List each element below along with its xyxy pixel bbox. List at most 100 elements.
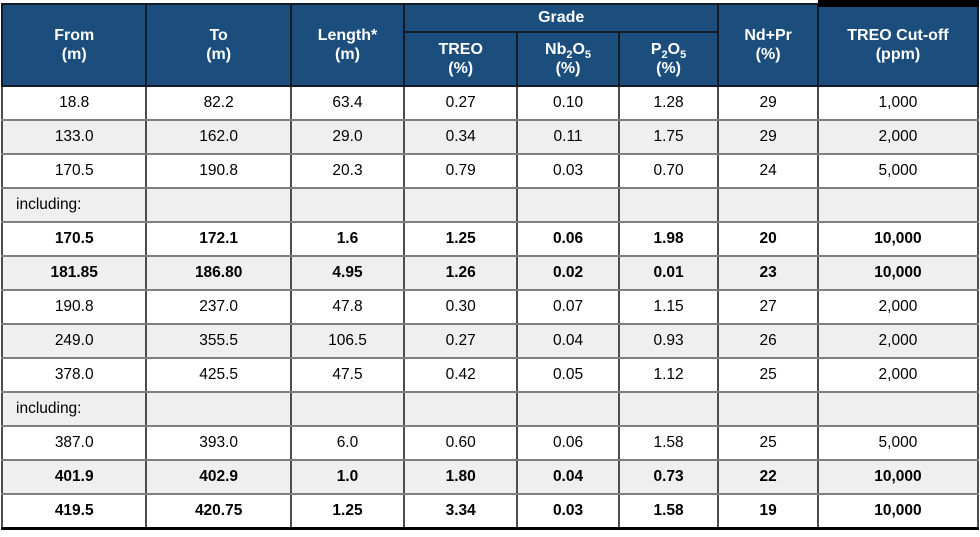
cell-ndpr: 25 [717, 357, 819, 393]
cell-length: 20.3 [289, 153, 406, 189]
cell-p2o5: 0.01 [617, 255, 720, 291]
cell-to: 393.0 [145, 425, 292, 461]
cell-to [145, 187, 292, 223]
cell-p2o5: 1.15 [617, 289, 720, 325]
col-header-ndpr: Nd+Pr (%) [717, 3, 819, 87]
cell-to: 162.0 [145, 119, 292, 155]
cell-from: 170.5 [0, 221, 148, 257]
cell-treo: 0.79 [403, 153, 519, 189]
cell-ndpr: 29 [717, 85, 819, 121]
cell-length: 1.6 [289, 221, 406, 257]
cell-nb2o5: 0.02 [516, 255, 620, 291]
cell-nb2o5: 0.06 [516, 425, 620, 461]
col-header-p2o5-line2: (%) [656, 60, 681, 77]
col-header-treo-line2: (%) [448, 60, 474, 77]
cell-nb2o5: 0.04 [516, 459, 620, 495]
cell-cutoff: 10,000 [816, 459, 980, 495]
cell-to: 237.0 [145, 289, 292, 325]
table-row: 181.85 186.80 4.95 1.26 0.02 0.01 23 10,000 [0, 255, 980, 291]
cell-treo: 0.42 [403, 357, 519, 393]
cell-cutoff: 2,000 [816, 119, 980, 155]
cell-p2o5 [617, 187, 720, 223]
cell-treo: 1.25 [403, 221, 519, 257]
cell-to: 172.1 [145, 221, 292, 257]
table-row: including: [0, 187, 980, 223]
col-header-length: Length* (m) [289, 3, 406, 87]
table-row: 190.8 237.0 47.8 0.30 0.07 1.15 27 2,000 [0, 289, 980, 325]
cell-from: 190.8 [0, 289, 148, 325]
col-header-treo-cutoff: TREO Cut-off (ppm) [816, 3, 980, 87]
table-row: 387.0 393.0 6.0 0.60 0.06 1.58 25 5,000 [0, 425, 980, 461]
col-header-ndpr-line1: Nd+Pr [744, 26, 792, 44]
cell-length: 63.4 [289, 85, 406, 121]
col-header-treo-line1: TREO [438, 40, 483, 58]
cell-p2o5: 1.75 [617, 119, 720, 155]
table-row: including: [0, 391, 980, 427]
cell-cutoff: 2,000 [816, 357, 980, 393]
cell-cutoff: 2,000 [816, 289, 980, 325]
cell-cutoff: 5,000 [816, 153, 980, 189]
cell-to [145, 391, 292, 427]
col-header-to-line1: To [209, 26, 228, 44]
table-row: 170.5 190.8 20.3 0.79 0.03 0.70 24 5,000 [0, 153, 980, 189]
col-header-treo-cutoff-line1: TREO Cut-off [847, 26, 949, 44]
cell-from: 181.85 [0, 255, 148, 291]
cell-nb2o5: 0.03 [516, 493, 620, 530]
cell-ndpr: 27 [717, 289, 819, 325]
cell-nb2o5: 0.06 [516, 221, 620, 257]
cell-nb2o5: 0.10 [516, 85, 620, 121]
cell-cutoff: 10,000 [816, 493, 980, 530]
cell-treo [403, 391, 519, 427]
cell-cutoff [816, 187, 980, 223]
cell-ndpr [717, 391, 819, 427]
cell-cutoff [816, 391, 980, 427]
cell-to: 186.80 [145, 255, 292, 291]
cell-from: 378.0 [0, 357, 148, 393]
cell-length: 4.95 [289, 255, 406, 291]
cell-from: including: [0, 391, 148, 427]
cell-from: 387.0 [0, 425, 148, 461]
col-header-to-line2: (m) [206, 46, 232, 63]
cell-treo: 1.80 [403, 459, 519, 495]
cell-ndpr: 29 [717, 119, 819, 155]
cell-nb2o5: 0.11 [516, 119, 620, 155]
col-header-nb2o5-line2: (%) [555, 60, 581, 77]
cell-p2o5: 0.70 [617, 153, 720, 189]
cell-cutoff: 10,000 [816, 255, 980, 291]
cell-ndpr [717, 187, 819, 223]
cell-ndpr: 23 [717, 255, 819, 291]
cell-treo [403, 187, 519, 223]
cell-ndpr: 24 [717, 153, 819, 189]
cell-length [289, 391, 406, 427]
cell-nb2o5: 0.03 [516, 153, 620, 189]
cell-treo: 0.34 [403, 119, 519, 155]
cell-length: 106.5 [289, 323, 406, 359]
col-header-nb2o5-line1: Nb2O5 [545, 40, 592, 61]
table-body: 18.8 82.2 63.4 0.27 0.10 1.28 29 1,000 133.0 162.… [0, 85, 980, 530]
cell-nb2o5 [516, 391, 620, 427]
col-header-from-line2: (m) [61, 46, 87, 63]
col-header-nb2o5: Nb2O5 (%) [516, 31, 620, 87]
col-header-treo-cutoff-line2: (ppm) [875, 46, 921, 63]
cell-ndpr: 22 [717, 459, 819, 495]
cell-ndpr: 20 [717, 221, 819, 257]
cell-from: 401.9 [0, 459, 148, 495]
cell-to: 402.9 [145, 459, 292, 495]
col-group-header-grade: Grade [403, 3, 720, 33]
cell-treo: 0.60 [403, 425, 519, 461]
cell-from: 18.8 [0, 85, 148, 121]
cell-from: 133.0 [0, 119, 148, 155]
cell-from: 170.5 [0, 153, 148, 189]
col-header-to: To (m) [145, 3, 292, 87]
cell-to: 82.2 [145, 85, 292, 121]
cell-p2o5 [617, 391, 720, 427]
col-header-p2o5: P2O5 (%) [617, 31, 720, 87]
cell-treo: 0.27 [403, 85, 519, 121]
cell-length: 1.0 [289, 459, 406, 495]
cell-from: 419.5 [0, 493, 148, 530]
cell-cutoff: 2,000 [816, 323, 980, 359]
table-row: 133.0 162.0 29.0 0.34 0.11 1.75 29 2,000 [0, 119, 980, 155]
col-header-length-line1: Length* [317, 26, 378, 44]
col-header-ndpr-line2: (%) [755, 46, 781, 63]
